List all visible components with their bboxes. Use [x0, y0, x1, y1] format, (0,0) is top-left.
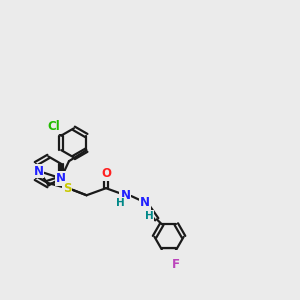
Text: H: H — [145, 211, 153, 221]
Text: H: H — [116, 198, 125, 208]
Text: Cl: Cl — [47, 120, 60, 133]
Text: N: N — [34, 164, 44, 178]
Text: N: N — [56, 172, 66, 185]
Text: N: N — [140, 196, 150, 209]
Text: F: F — [172, 258, 180, 272]
Text: S: S — [63, 182, 71, 195]
Text: N: N — [120, 189, 130, 202]
Text: O: O — [101, 167, 111, 180]
